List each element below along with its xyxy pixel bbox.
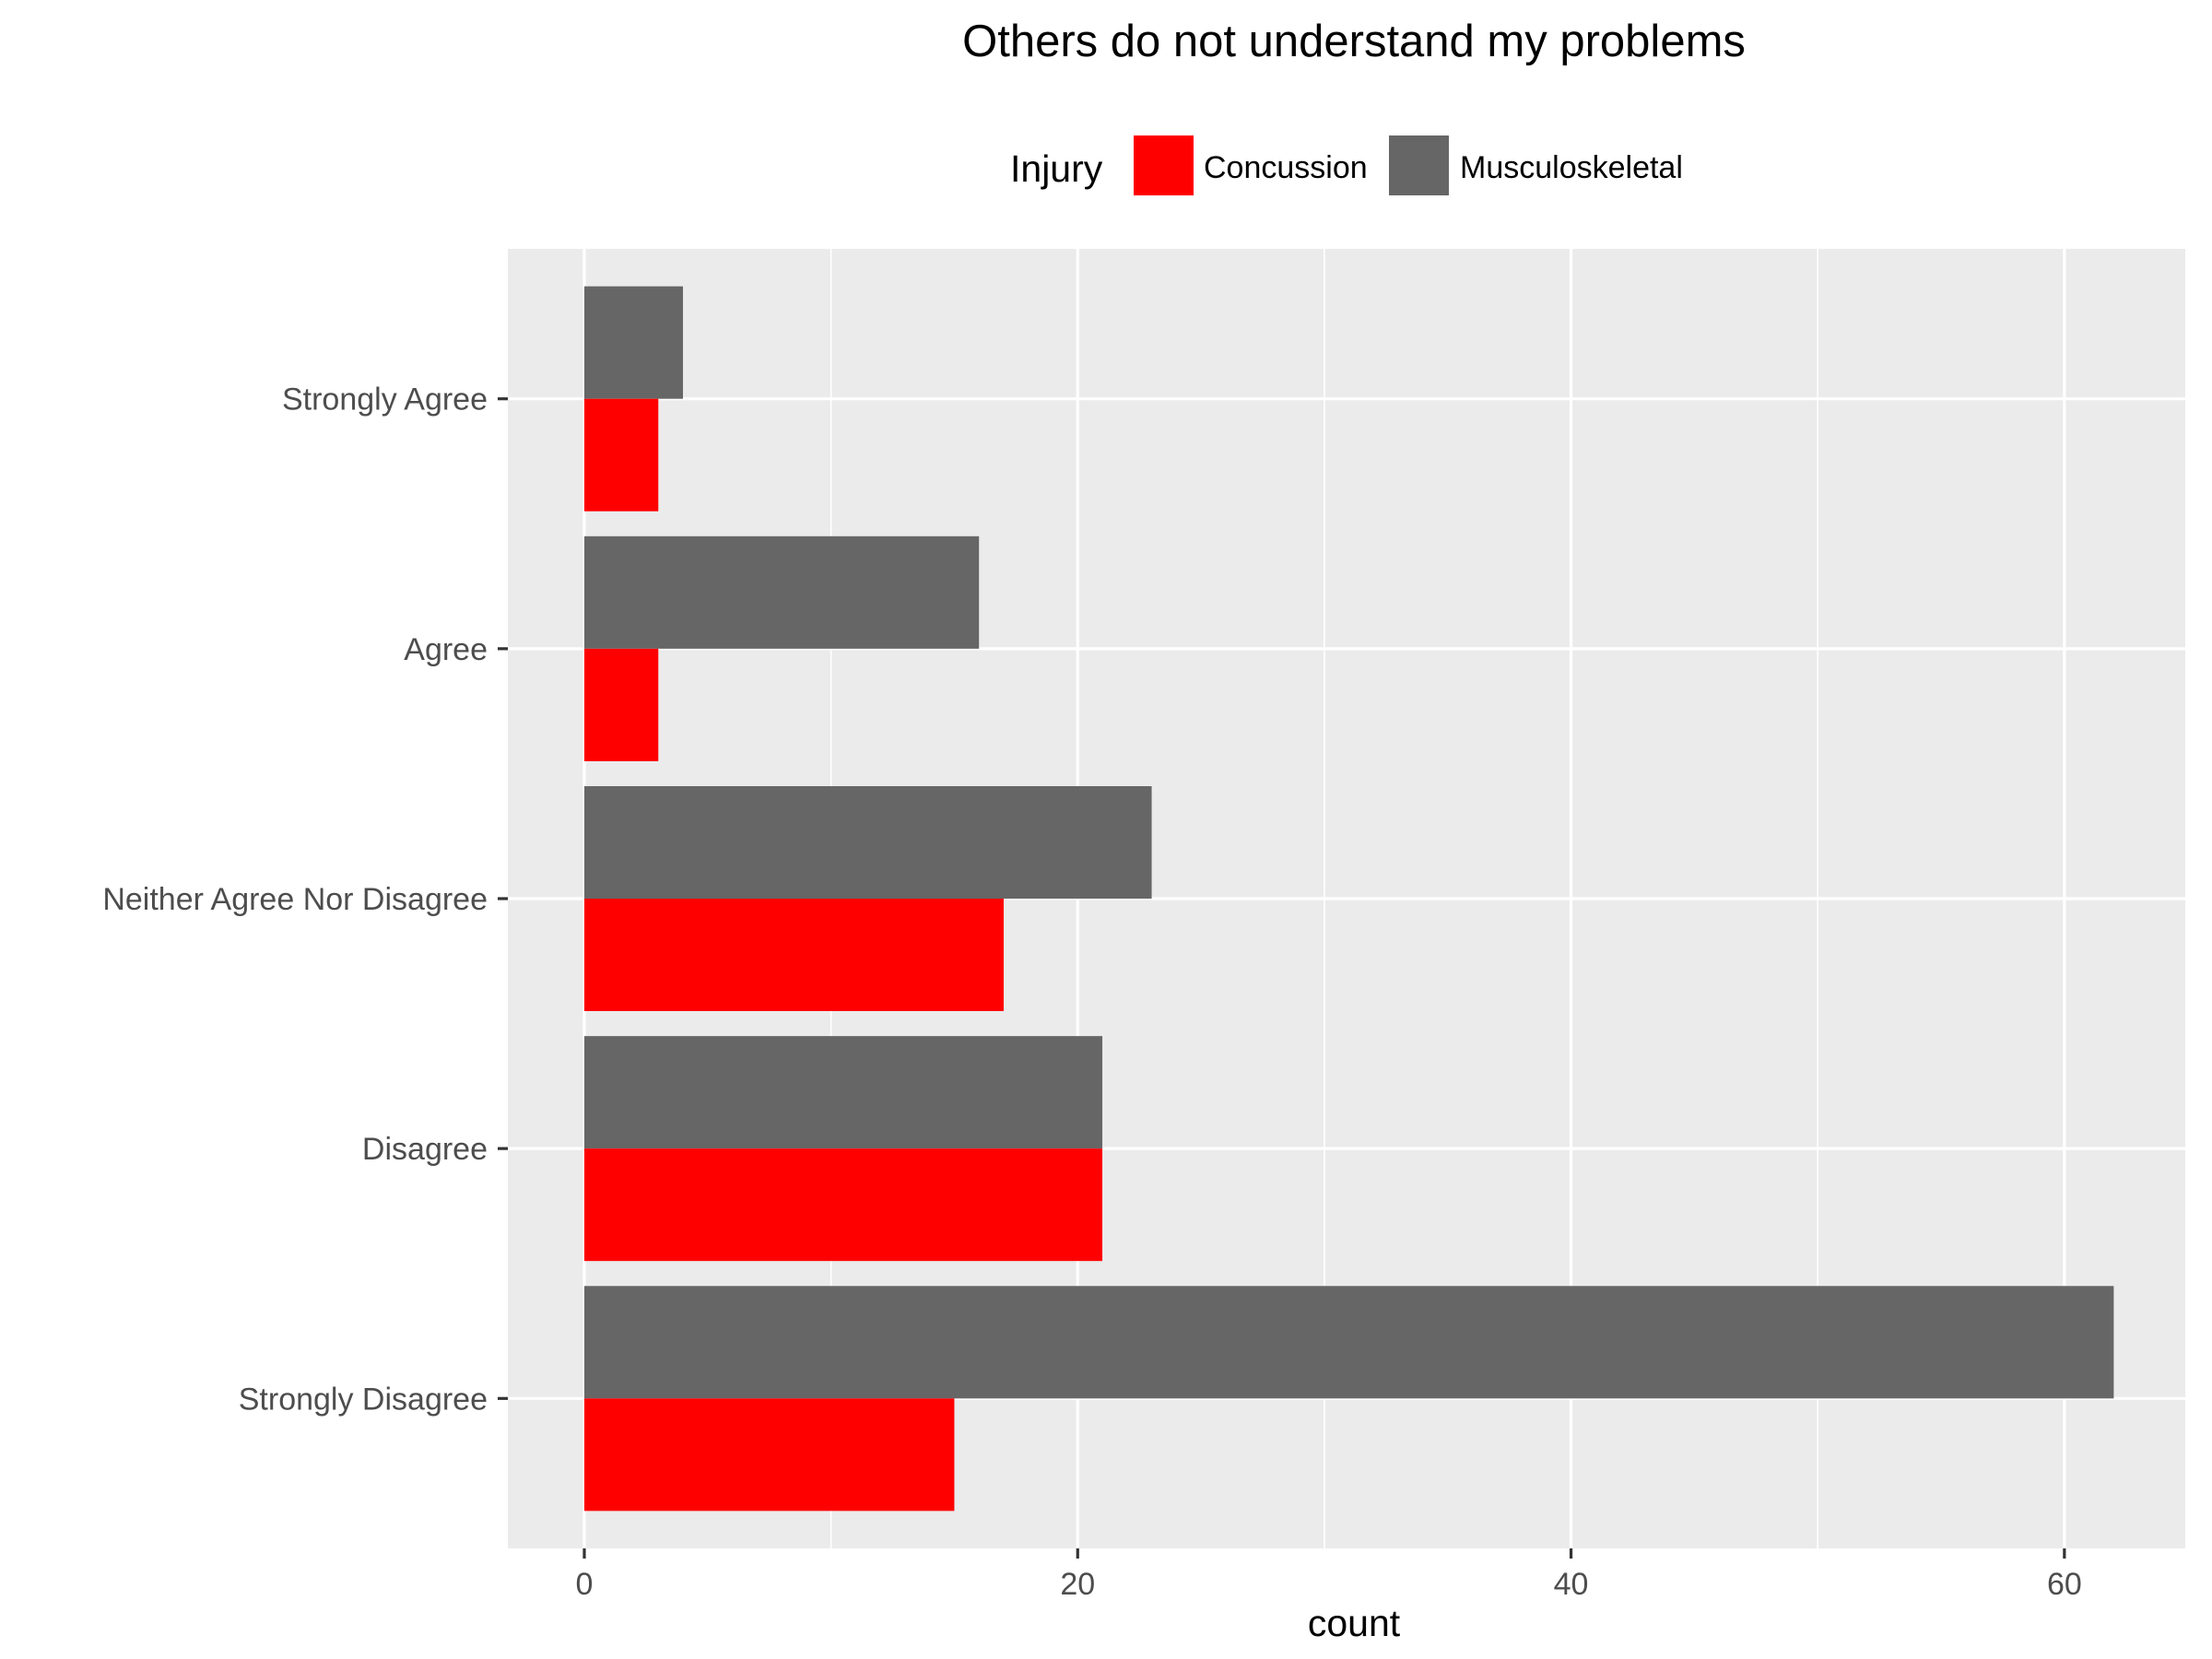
y-tick-label: Disagree bbox=[362, 1132, 488, 1167]
bar-concussion bbox=[583, 398, 659, 512]
bar-concussion bbox=[583, 1398, 955, 1512]
y-tick-label: Agree bbox=[404, 632, 488, 667]
chart-title: Others do not understand my problems bbox=[962, 17, 1746, 66]
bars bbox=[583, 286, 2114, 1512]
legend-title: Injury bbox=[1010, 147, 1103, 190]
x-tick-label: 60 bbox=[2047, 1567, 2082, 1602]
x-tick-label: 40 bbox=[1554, 1567, 1589, 1602]
y-tick-label: Neither Agree Nor Disagree bbox=[102, 882, 488, 917]
bar-musculoskeletal bbox=[583, 1286, 2114, 1399]
bar-musculoskeletal bbox=[583, 785, 1152, 899]
bar-concussion bbox=[583, 648, 659, 761]
bar-musculoskeletal bbox=[583, 1036, 1103, 1149]
legend: Injury Concussion Musculoskeletal bbox=[1010, 135, 1683, 195]
legend-key-concussion bbox=[1134, 135, 1194, 195]
x-tick-label: 0 bbox=[576, 1567, 594, 1602]
x-axis: 0 20 40 60 bbox=[576, 1548, 2082, 1602]
legend-label-concussion: Concussion bbox=[1204, 150, 1368, 185]
x-axis-title: count bbox=[1308, 1602, 1401, 1644]
bar-concussion bbox=[583, 1148, 1103, 1262]
y-axis: Strongly Agree Agree Neither Agree Nor Dis… bbox=[102, 382, 508, 1417]
bar-musculoskeletal bbox=[583, 535, 980, 649]
y-tick-label: Strongly Agree bbox=[282, 382, 488, 418]
x-tick-label: 20 bbox=[1060, 1567, 1095, 1602]
y-tick-label: Strongly Disagree bbox=[239, 1382, 488, 1417]
bar-concussion bbox=[583, 899, 1004, 1012]
bar-musculoskeletal bbox=[583, 286, 684, 399]
legend-key-musculoskeletal bbox=[1389, 135, 1449, 195]
legend-label-musculoskeletal: Musculoskeletal bbox=[1460, 150, 1683, 185]
